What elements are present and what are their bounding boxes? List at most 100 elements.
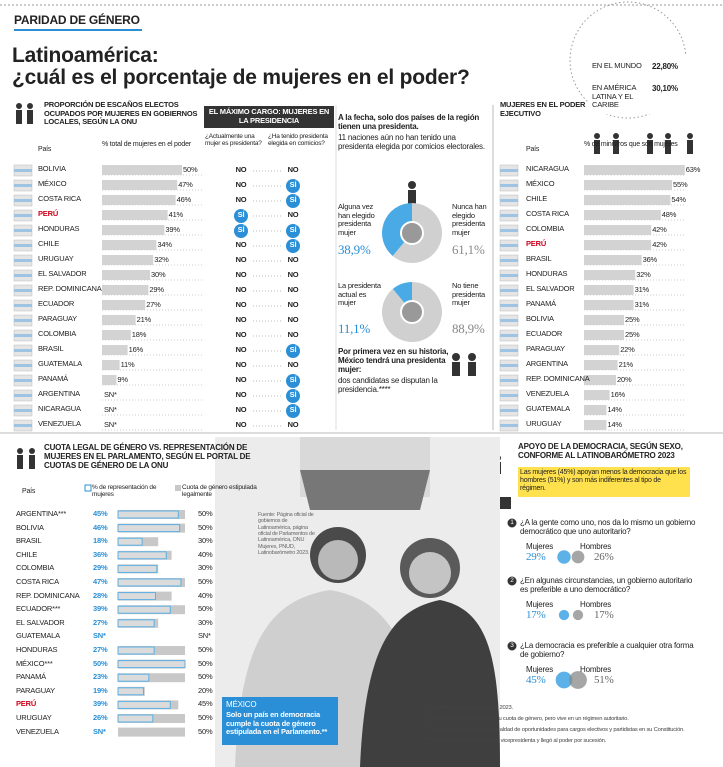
quota-bar — [118, 564, 159, 574]
answer: SÍ — [289, 345, 297, 354]
bar — [584, 195, 671, 205]
quota-bar — [118, 727, 185, 737]
flag-stripe — [14, 319, 32, 322]
answer-dot — [286, 404, 300, 418]
value-label: 21% — [136, 315, 152, 324]
country-name: MÉXICO — [526, 179, 555, 188]
flag-stripe — [14, 184, 32, 187]
flag-stripe — [500, 394, 518, 397]
answer: SÍ — [237, 210, 245, 219]
bar — [102, 255, 154, 265]
flag-stripe — [500, 319, 518, 322]
flag-stripe — [500, 364, 518, 367]
value-label: 16% — [128, 345, 144, 354]
section-title: CUOTA LEGAL DE GÉNERO VS. REPRESENTACIÓN… — [44, 443, 251, 471]
value-label: 14% — [607, 420, 622, 429]
donut-value: 61,1% — [452, 242, 485, 257]
stats-bg — [588, 56, 694, 114]
value-label: 63% — [685, 165, 701, 174]
country-name: VENEZUELA — [526, 389, 569, 398]
country-name: COLOMBIA — [38, 329, 76, 338]
representation-bar — [117, 673, 150, 682]
representation-bar — [117, 700, 171, 709]
quota-label: 50% — [198, 509, 213, 518]
flag-stripe — [14, 199, 32, 202]
box-text: Solo un país en democracia cumple la cuo… — [226, 710, 328, 737]
country-name: NICARAGUA — [526, 164, 569, 173]
representation-bar — [117, 687, 144, 696]
representation-bar — [117, 592, 157, 601]
header-box — [204, 106, 334, 128]
flag-stripe — [500, 184, 518, 187]
answer: NO — [235, 420, 247, 429]
answer-dot — [286, 344, 300, 358]
value-label: 26% — [594, 551, 614, 563]
answer-dot — [286, 224, 300, 238]
value-label: 36% — [642, 255, 658, 264]
footnote: **Nicaragua también alcanzó su cuota de … — [425, 716, 629, 722]
note: dos candidatas se disputan la presidenci… — [338, 376, 438, 395]
flag-stripe — [14, 379, 32, 382]
answer: SÍ — [237, 225, 245, 234]
quota-label: 50% — [198, 672, 213, 682]
bar — [102, 240, 157, 250]
bar — [584, 255, 642, 265]
bar — [584, 420, 607, 430]
bar — [102, 180, 178, 190]
question-number-bg — [507, 518, 517, 528]
answer: NO — [235, 285, 247, 294]
country-name: BOLIVIA — [16, 522, 44, 532]
country-name: COSTA RICA — [16, 577, 59, 586]
quota-label: 40% — [198, 549, 213, 559]
flag-stripe — [500, 244, 518, 247]
representation-label: 23% — [93, 672, 108, 682]
column-header: País — [38, 146, 52, 153]
value-label: 34% — [157, 240, 172, 249]
quota-bar — [118, 523, 185, 533]
flag-stripe — [14, 424, 32, 427]
country-name: VENEZUELA — [16, 726, 59, 736]
value-label: 50% — [183, 165, 198, 174]
answer: NO — [235, 375, 247, 384]
quota-label: 50% — [198, 645, 213, 654]
bar — [102, 330, 131, 340]
representation-label: 27% — [93, 617, 108, 627]
value-label: 29% — [526, 551, 546, 563]
country-name: BOLIVIA — [38, 164, 66, 173]
value-label: 17% — [594, 609, 614, 621]
country-name: ARGENTINA — [526, 359, 568, 368]
bar — [102, 315, 136, 325]
photo — [215, 437, 500, 767]
flag-stripe — [500, 349, 518, 352]
value-label: SN* — [104, 420, 117, 429]
country-name: HONDURAS — [16, 645, 58, 654]
donut-value: 38,9% — [338, 242, 371, 257]
bar — [584, 225, 652, 235]
answer: NO — [235, 405, 247, 414]
answer: SÍ — [289, 240, 297, 249]
column-header: ¿Ha tenido presidenta elegida en comicio… — [268, 133, 328, 148]
flag-stripe — [500, 199, 518, 202]
answer-dot — [286, 194, 300, 208]
representation-label: SN* — [93, 631, 106, 641]
quota-bar — [118, 591, 172, 601]
series-label: Mujeres — [526, 600, 554, 609]
country-name: PERÚ — [526, 239, 547, 248]
country-name: ECUADOR — [38, 299, 75, 308]
box-title: MÉXICO — [226, 700, 257, 709]
column-header: % total de mujeres en el poder — [102, 141, 191, 148]
flag-stripe — [500, 409, 518, 412]
bar — [584, 405, 607, 415]
flag-stripe — [14, 289, 32, 292]
answer: NO — [287, 315, 299, 324]
representation-bar — [117, 510, 179, 519]
value-label: 47% — [178, 180, 193, 189]
answer: NO — [235, 240, 247, 249]
country-name: PERÚ — [38, 209, 59, 218]
column-header: Cuota de género estipulada legalmente — [182, 484, 257, 499]
country-name: VENEZUELA — [38, 419, 81, 428]
stat-value: 22,80% — [652, 62, 678, 71]
bar — [102, 195, 176, 205]
representation-bar — [117, 605, 171, 614]
bar — [584, 300, 634, 310]
